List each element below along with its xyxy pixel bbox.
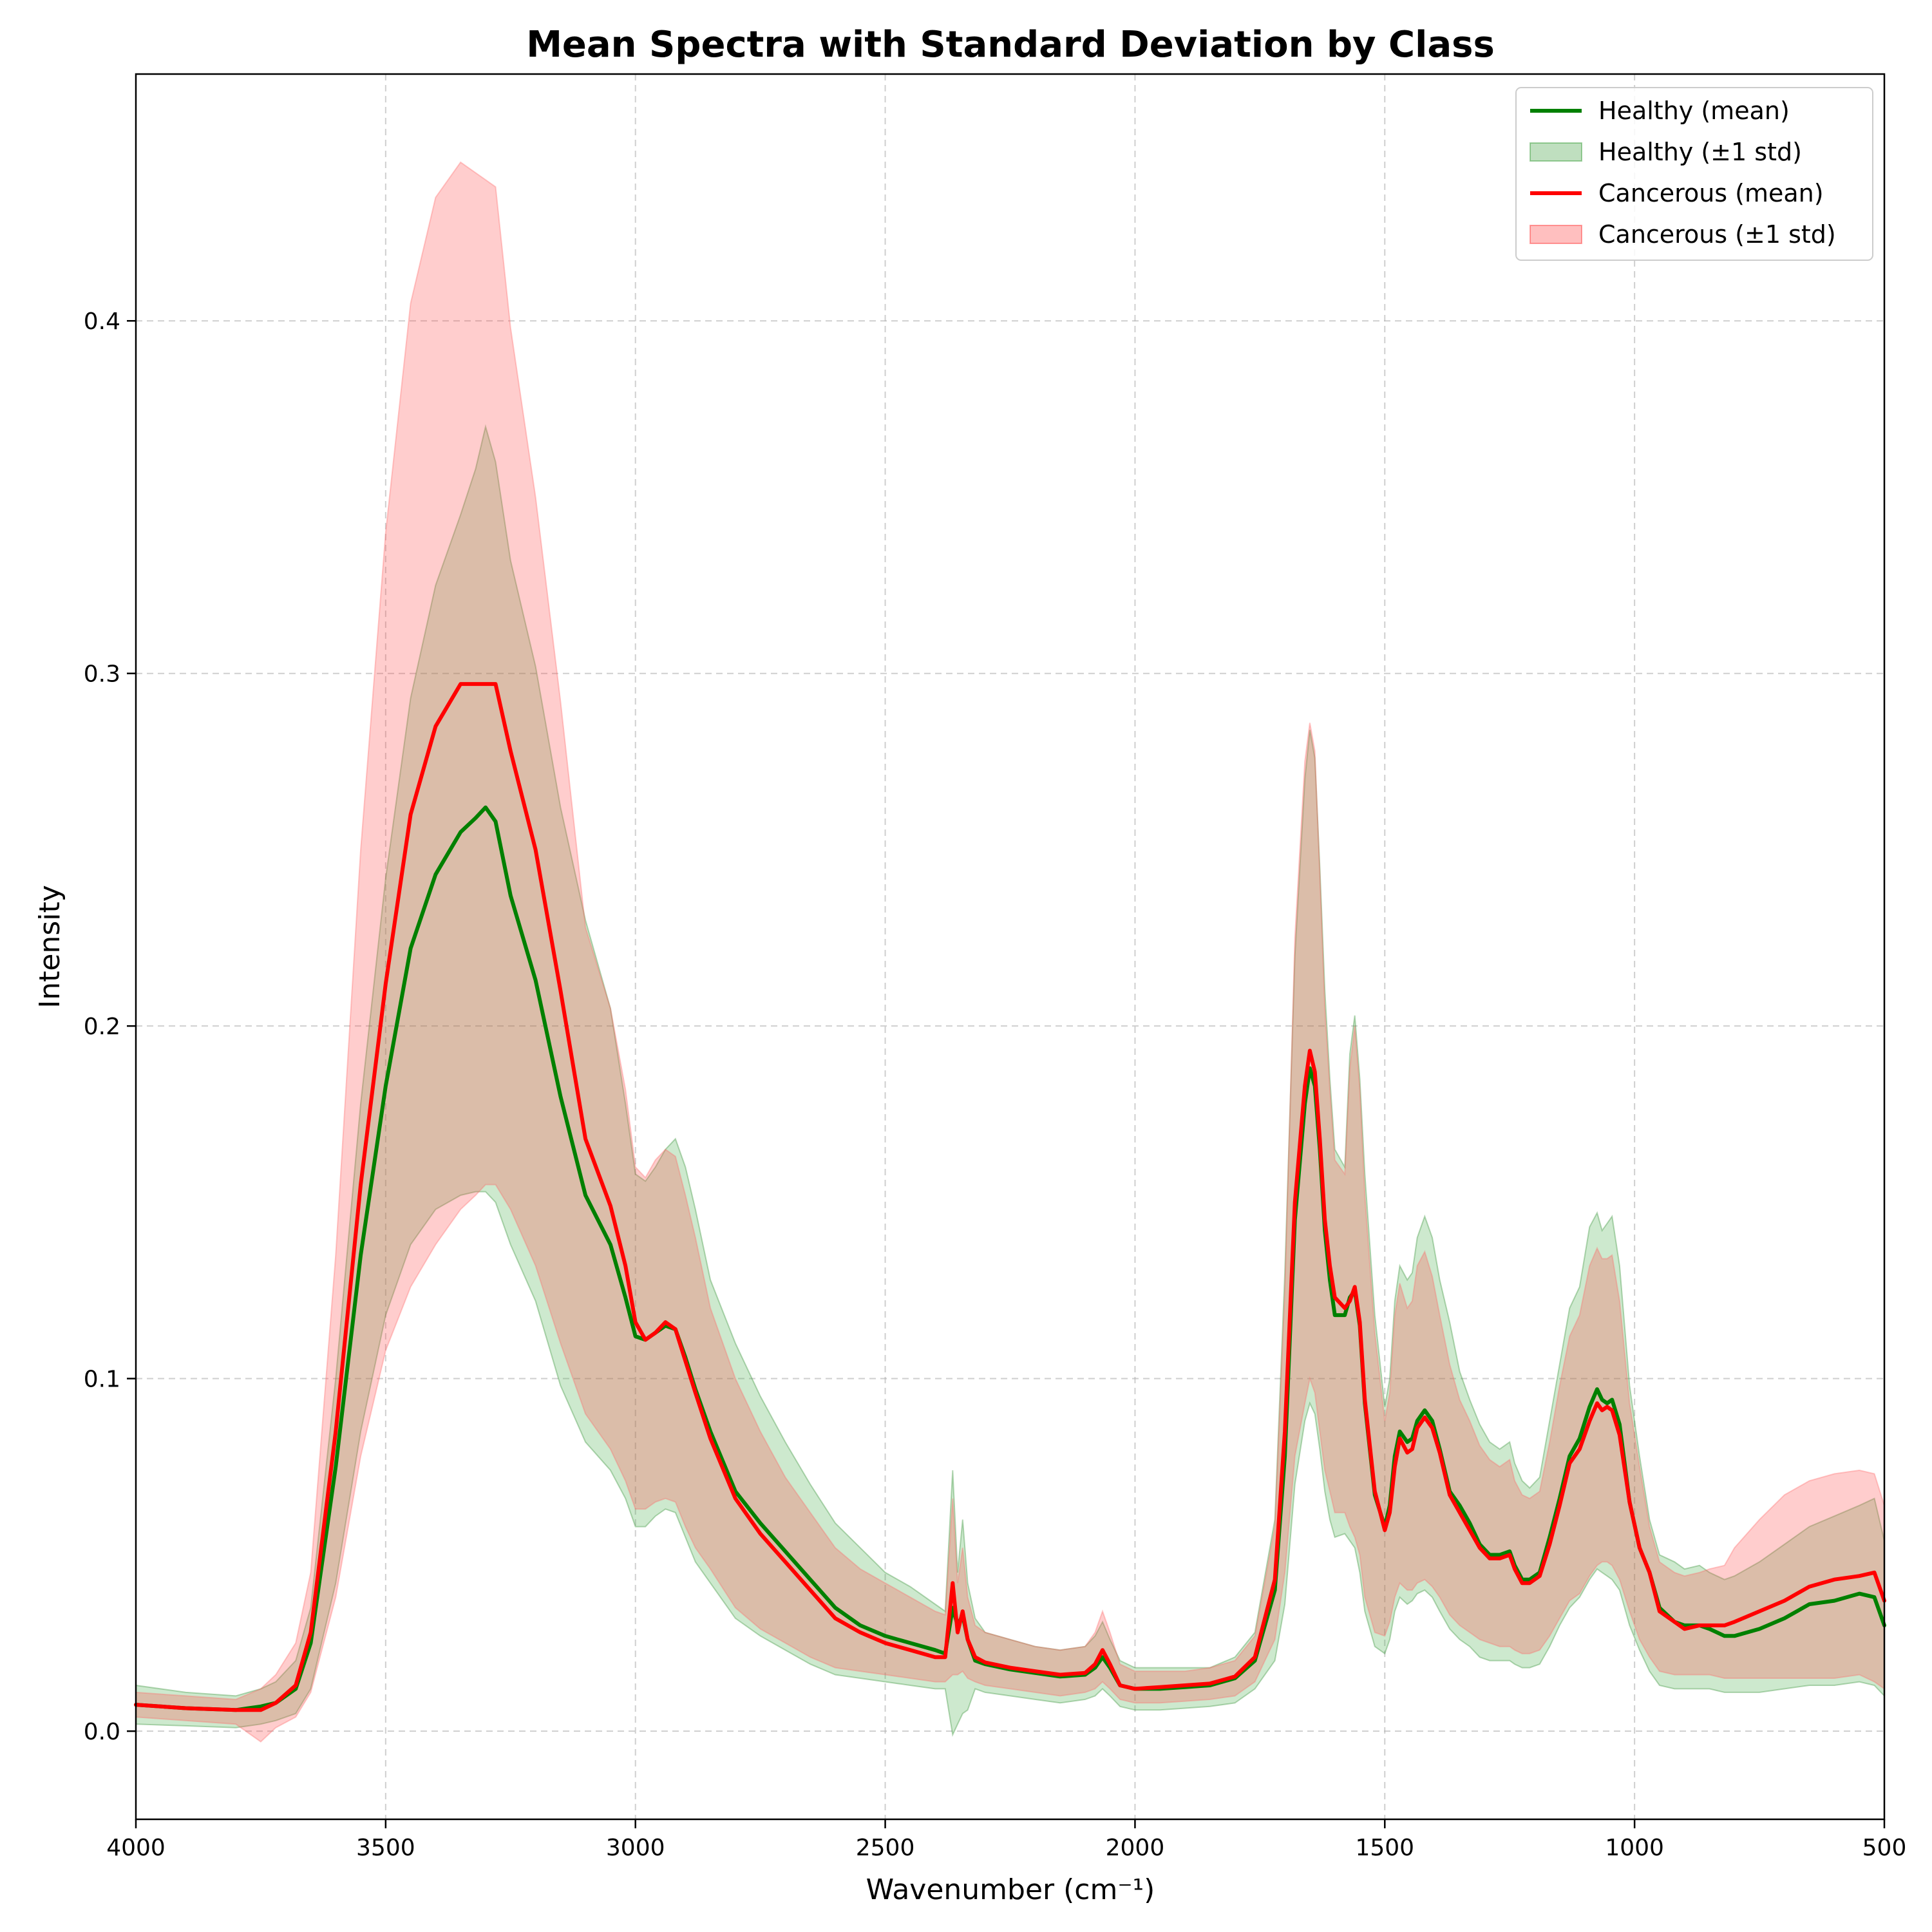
x-tick-label: 3500 xyxy=(356,1835,415,1861)
x-tick-label: 1000 xyxy=(1605,1835,1664,1861)
y-tick-label: 0.2 xyxy=(84,1014,120,1040)
y-tick-label: 0.4 xyxy=(84,308,120,335)
legend-swatch xyxy=(1530,225,1582,244)
mean-lines xyxy=(134,682,1886,1712)
legend-label: Healthy (mean) xyxy=(1598,97,1790,125)
x-axis-label: Wavenumber (cm⁻¹) xyxy=(866,1873,1155,1906)
ticks: 4000 3500 3000 2500 2000 1500 1000 500 0.0 0.1 0.2… xyxy=(84,308,1907,1861)
x-tick-label: 4000 xyxy=(106,1835,166,1861)
y-axis-label: Intensity xyxy=(33,885,66,1009)
legend-label: Cancerous (±1 std) xyxy=(1598,220,1836,249)
legend-box xyxy=(1515,87,1873,261)
chart-title: Mean Spectra with Standard Deviation by … xyxy=(526,24,1495,66)
x-tick-label: 500 xyxy=(1862,1835,1907,1861)
legend-swatch xyxy=(1530,142,1582,162)
plot-frame xyxy=(135,73,1886,1821)
x-tick-label: 1500 xyxy=(1355,1835,1414,1861)
y-tick-label: 0.0 xyxy=(84,1719,120,1745)
x-tick-label: 2500 xyxy=(856,1835,915,1861)
y-tick-label: 0.3 xyxy=(84,661,120,688)
cancerous-mean-line xyxy=(134,682,1886,1712)
y-tick-label: 0.1 xyxy=(84,1367,120,1393)
x-tick-label: 2000 xyxy=(1106,1835,1165,1861)
grid xyxy=(136,74,1884,1819)
legend-label: Cancerous (mean) xyxy=(1598,179,1824,207)
x-tick-label: 3000 xyxy=(606,1835,665,1861)
legend-label: Healthy (±1 std) xyxy=(1598,138,1802,166)
legend: Healthy (mean) Healthy (±1 std) Cancerous … xyxy=(1515,87,1873,261)
